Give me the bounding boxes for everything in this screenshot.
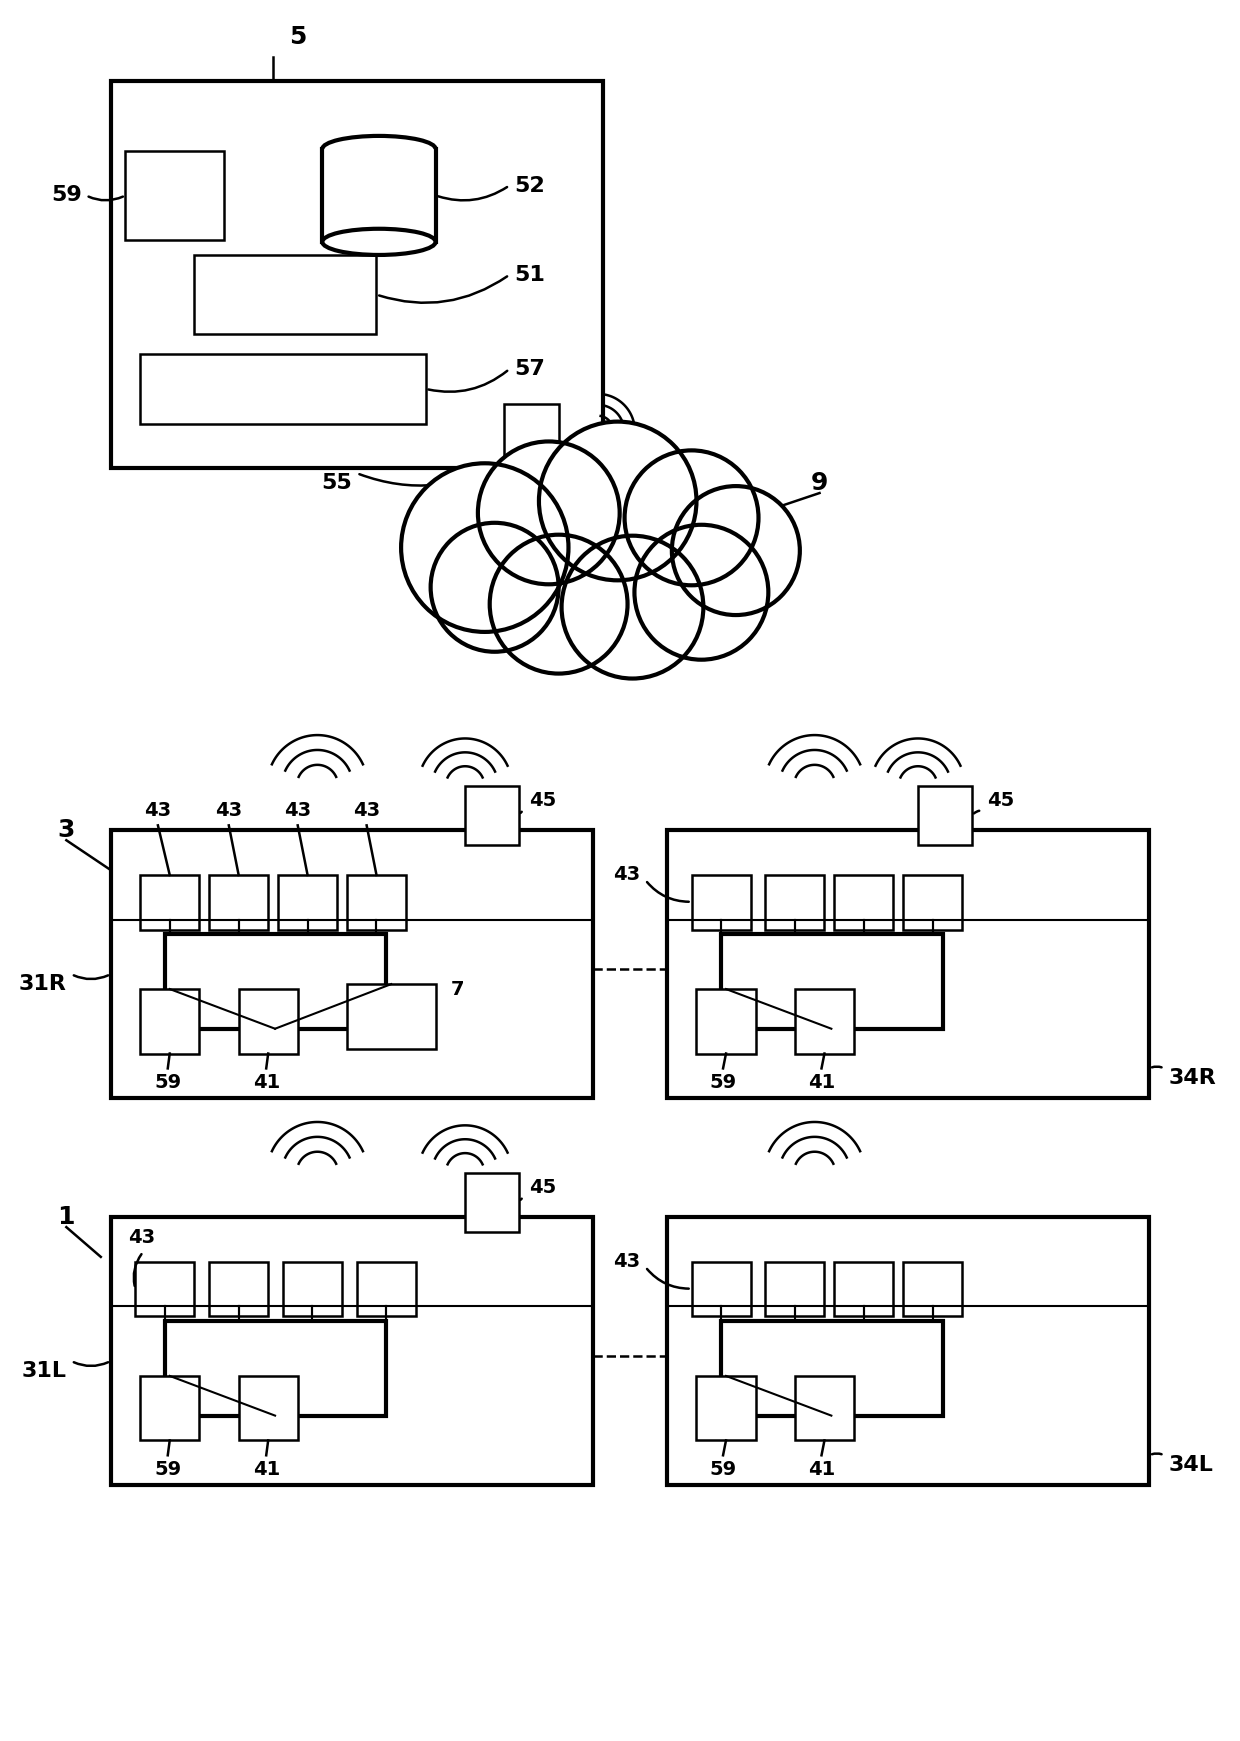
Text: 43: 43 — [614, 1252, 640, 1271]
Text: 45: 45 — [987, 790, 1014, 810]
Bar — [795, 1375, 854, 1440]
Bar — [140, 876, 200, 930]
Circle shape — [403, 465, 567, 630]
Text: 9: 9 — [811, 472, 828, 494]
Ellipse shape — [322, 228, 435, 254]
Text: 52: 52 — [515, 176, 546, 195]
Bar — [210, 1262, 268, 1316]
Bar — [918, 785, 972, 844]
Bar — [125, 151, 224, 240]
Bar — [140, 1375, 200, 1440]
Text: 59: 59 — [51, 186, 82, 205]
Circle shape — [541, 423, 694, 578]
Bar — [722, 1321, 942, 1415]
Text: 59: 59 — [154, 1074, 181, 1092]
Text: 43: 43 — [129, 1227, 155, 1247]
Circle shape — [673, 487, 799, 615]
Bar — [667, 830, 1149, 1099]
Bar — [903, 876, 962, 930]
Text: 43: 43 — [353, 801, 381, 820]
Circle shape — [636, 526, 768, 658]
Bar — [692, 1262, 750, 1316]
Bar — [835, 1262, 893, 1316]
Bar — [110, 830, 593, 1099]
Circle shape — [491, 536, 626, 672]
Circle shape — [563, 538, 702, 677]
Bar — [903, 1262, 962, 1316]
Bar — [238, 1375, 298, 1440]
Bar — [347, 984, 435, 1048]
Text: 57: 57 — [515, 359, 546, 380]
Text: 45: 45 — [529, 790, 557, 810]
Bar — [195, 254, 377, 334]
Bar — [722, 935, 942, 1029]
Text: 55: 55 — [321, 474, 352, 493]
Bar — [278, 876, 337, 930]
Text: 43: 43 — [284, 801, 311, 820]
Text: 7: 7 — [450, 980, 464, 999]
Bar — [835, 876, 893, 930]
Bar — [465, 1173, 520, 1233]
Bar — [110, 82, 603, 468]
Text: 3: 3 — [57, 818, 76, 843]
Text: 59: 59 — [709, 1461, 737, 1480]
Bar — [283, 1262, 342, 1316]
Bar — [140, 989, 200, 1053]
Text: 34L: 34L — [1169, 1455, 1214, 1475]
Bar — [765, 1262, 825, 1316]
Bar — [765, 876, 825, 930]
Bar — [322, 150, 435, 242]
Bar — [238, 989, 298, 1053]
Bar — [165, 1321, 387, 1415]
Bar — [667, 1217, 1149, 1485]
Text: 43: 43 — [614, 865, 640, 884]
Bar — [465, 785, 520, 844]
Text: 41: 41 — [808, 1461, 835, 1480]
Text: 59: 59 — [154, 1461, 181, 1480]
Bar — [135, 1262, 195, 1316]
Text: 1: 1 — [57, 1205, 76, 1229]
Text: 31R: 31R — [19, 973, 67, 994]
Text: 43: 43 — [216, 801, 242, 820]
Circle shape — [480, 442, 619, 583]
Text: 45: 45 — [529, 1179, 557, 1198]
Text: 59: 59 — [709, 1074, 737, 1092]
Bar — [165, 935, 387, 1029]
Bar — [795, 989, 854, 1053]
Circle shape — [432, 524, 557, 651]
Text: 51: 51 — [515, 265, 546, 286]
Text: 41: 41 — [808, 1074, 835, 1092]
Bar — [210, 876, 268, 930]
Text: 43: 43 — [144, 801, 171, 820]
Text: 41: 41 — [253, 1074, 280, 1092]
Bar — [347, 876, 405, 930]
Bar — [697, 1375, 755, 1440]
Bar — [357, 1262, 415, 1316]
Bar — [505, 404, 559, 458]
Text: 5: 5 — [289, 24, 306, 49]
Bar — [697, 989, 755, 1053]
Text: 31L: 31L — [21, 1361, 67, 1381]
Text: 34R: 34R — [1169, 1069, 1216, 1088]
Bar — [692, 876, 750, 930]
Bar — [110, 1217, 593, 1485]
Text: 41: 41 — [253, 1461, 280, 1480]
Bar — [140, 353, 425, 423]
Circle shape — [626, 451, 758, 583]
